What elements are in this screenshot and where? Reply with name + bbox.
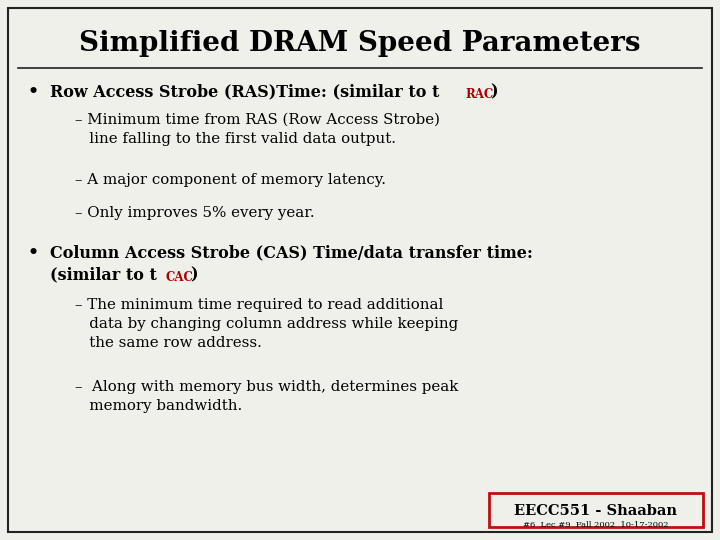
FancyBboxPatch shape: [8, 8, 712, 532]
Text: #6  Lec #9  Fall 2002  10-17-2002: #6 Lec #9 Fall 2002 10-17-2002: [523, 521, 669, 529]
Text: – The minimum time required to read additional
   data by changing column addres: – The minimum time required to read addi…: [75, 298, 458, 350]
Text: RAC: RAC: [465, 88, 493, 101]
Text: Simplified DRAM Speed Parameters: Simplified DRAM Speed Parameters: [79, 30, 641, 57]
Text: •: •: [28, 244, 39, 261]
Text: Column Access Strobe (CAS) Time/data transfer time:: Column Access Strobe (CAS) Time/data tra…: [50, 244, 533, 261]
Text: – Minimum time from RAS (Row Access Strobe)
   line falling to the first valid d: – Minimum time from RAS (Row Access Stro…: [75, 113, 440, 146]
Text: CAC: CAC: [165, 271, 193, 284]
Text: (similar to t: (similar to t: [50, 266, 157, 283]
Text: – A major component of memory latency.: – A major component of memory latency.: [75, 173, 386, 187]
Text: ): ): [490, 83, 498, 100]
Text: – Only improves 5% every year.: – Only improves 5% every year.: [75, 206, 315, 220]
Text: –  Along with memory bus width, determines peak
   memory bandwidth.: – Along with memory bus width, determine…: [75, 380, 459, 413]
Text: EECC551 - Shaaban: EECC551 - Shaaban: [515, 504, 678, 518]
Text: •: •: [28, 83, 39, 100]
FancyBboxPatch shape: [489, 493, 703, 527]
Text: Row Access Strobe (RAS)Time: (similar to t: Row Access Strobe (RAS)Time: (similar to…: [50, 83, 439, 100]
Text: ): ): [190, 266, 197, 283]
